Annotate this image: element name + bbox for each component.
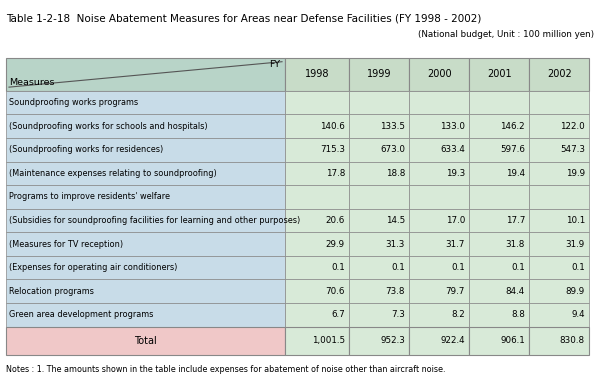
Text: 906.1: 906.1: [500, 336, 525, 345]
Text: 830.8: 830.8: [560, 336, 585, 345]
Text: 0.1: 0.1: [511, 263, 525, 272]
Text: (National budget, Unit : 100 million yen): (National budget, Unit : 100 million yen…: [418, 30, 594, 39]
Text: 31.3: 31.3: [386, 239, 405, 249]
Text: (Soundproofing works for schools and hospitals): (Soundproofing works for schools and hos…: [9, 122, 208, 131]
Text: 952.3: 952.3: [380, 336, 405, 345]
Text: Green area development programs: Green area development programs: [9, 310, 154, 319]
Text: 20.6: 20.6: [326, 216, 345, 225]
Text: 715.3: 715.3: [320, 145, 345, 154]
Text: 31.9: 31.9: [566, 239, 585, 249]
Text: 0.1: 0.1: [451, 263, 465, 272]
Text: FY: FY: [269, 60, 280, 69]
Text: 2002: 2002: [547, 70, 572, 79]
Text: Table 1-2-18  Noise Abatement Measures for Areas near Defense Facilities (FY 199: Table 1-2-18 Noise Abatement Measures fo…: [6, 13, 481, 23]
Text: Measures: Measures: [10, 78, 55, 87]
Text: 19.9: 19.9: [566, 169, 585, 178]
Text: 29.9: 29.9: [326, 239, 345, 249]
Text: 8.2: 8.2: [451, 310, 465, 319]
Text: 0.1: 0.1: [571, 263, 585, 272]
Text: 1,001.5: 1,001.5: [312, 336, 345, 345]
Text: Soundproofing works programs: Soundproofing works programs: [9, 98, 138, 107]
Text: Notes : 1. The amounts shown in the table include expenses for abatement of nois: Notes : 1. The amounts shown in the tabl…: [6, 365, 445, 374]
Text: Total: Total: [134, 335, 157, 346]
Text: 19.4: 19.4: [506, 169, 525, 178]
Text: (Subsidies for soundproofing facilities for learning and other purposes): (Subsidies for soundproofing facilities …: [9, 216, 300, 225]
Text: 122.0: 122.0: [560, 122, 585, 131]
Text: 19.3: 19.3: [446, 169, 465, 178]
Text: 1998: 1998: [305, 70, 329, 79]
Text: 10.1: 10.1: [566, 216, 585, 225]
Text: Programs to improve residents' welfare: Programs to improve residents' welfare: [9, 192, 170, 202]
Text: 133.0: 133.0: [440, 122, 465, 131]
Text: 73.8: 73.8: [386, 286, 405, 296]
Text: 31.8: 31.8: [506, 239, 525, 249]
Text: 9.4: 9.4: [571, 310, 585, 319]
Text: (Soundproofing works for residences): (Soundproofing works for residences): [9, 145, 163, 154]
Text: 922.4: 922.4: [440, 336, 465, 345]
Text: 89.9: 89.9: [566, 286, 585, 296]
Text: 0.1: 0.1: [331, 263, 345, 272]
Text: 17.7: 17.7: [506, 216, 525, 225]
Text: 84.4: 84.4: [506, 286, 525, 296]
Text: (Measures for TV reception): (Measures for TV reception): [9, 239, 123, 249]
Text: (Expenses for operating air conditioners): (Expenses for operating air conditioners…: [9, 263, 178, 272]
Text: 597.6: 597.6: [500, 145, 525, 154]
Text: 6.7: 6.7: [331, 310, 345, 319]
Text: 673.0: 673.0: [380, 145, 405, 154]
Text: 2000: 2000: [427, 70, 452, 79]
Text: 70.6: 70.6: [326, 286, 345, 296]
Text: (Maintenance expenses relating to soundproofing): (Maintenance expenses relating to soundp…: [9, 169, 217, 178]
Text: 79.7: 79.7: [446, 286, 465, 296]
Text: 17.8: 17.8: [326, 169, 345, 178]
Text: 8.8: 8.8: [511, 310, 525, 319]
Text: 18.8: 18.8: [386, 169, 405, 178]
Text: 547.3: 547.3: [560, 145, 585, 154]
Text: 0.1: 0.1: [391, 263, 405, 272]
Text: 133.5: 133.5: [380, 122, 405, 131]
Text: 17.0: 17.0: [446, 216, 465, 225]
Text: 633.4: 633.4: [440, 145, 465, 154]
Text: 1999: 1999: [367, 70, 391, 79]
Text: 14.5: 14.5: [386, 216, 405, 225]
Text: 31.7: 31.7: [446, 239, 465, 249]
Text: 2001: 2001: [487, 70, 512, 79]
Text: 146.2: 146.2: [500, 122, 525, 131]
Text: 7.3: 7.3: [391, 310, 405, 319]
Text: 140.6: 140.6: [320, 122, 345, 131]
Text: Relocation programs: Relocation programs: [9, 286, 94, 296]
